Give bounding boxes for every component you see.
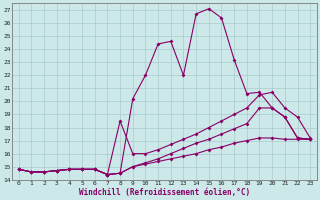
- X-axis label: Windchill (Refroidissement éolien,°C): Windchill (Refroidissement éolien,°C): [79, 188, 250, 197]
